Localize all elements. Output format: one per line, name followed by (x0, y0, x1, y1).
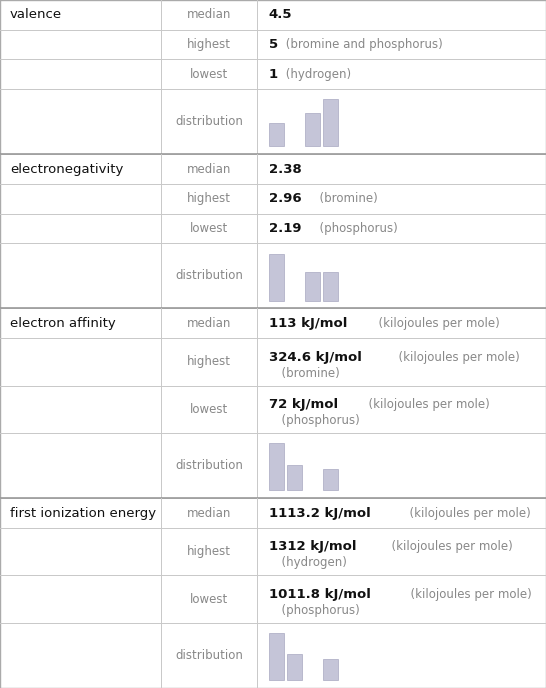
Text: highest: highest (187, 545, 231, 558)
Bar (323, 272, 338, 301)
Text: distribution: distribution (175, 269, 243, 282)
Text: highest: highest (187, 355, 231, 368)
Text: (hydrogen): (hydrogen) (282, 67, 351, 80)
Text: distribution: distribution (175, 649, 243, 662)
Text: 113 kJ/mol: 113 kJ/mol (269, 316, 347, 330)
Text: (hydrogen): (hydrogen) (274, 557, 347, 570)
Text: (bromine): (bromine) (274, 367, 340, 380)
Text: (kilojoules per mole): (kilojoules per mole) (360, 398, 489, 411)
Bar (269, 123, 284, 147)
Text: 1: 1 (269, 67, 278, 80)
Text: electronegativity: electronegativity (10, 162, 123, 175)
Bar (323, 659, 338, 680)
Text: (phosphorus): (phosphorus) (274, 414, 360, 427)
Bar (305, 272, 320, 301)
Text: lowest: lowest (189, 67, 228, 80)
Text: highest: highest (187, 192, 231, 205)
Bar (269, 443, 284, 491)
Text: 5: 5 (269, 38, 278, 51)
Bar (269, 633, 284, 680)
Text: (kilojoules per mole): (kilojoules per mole) (384, 541, 513, 553)
Text: electron affinity: electron affinity (10, 316, 116, 330)
Text: 1011.8 kJ/mol: 1011.8 kJ/mol (269, 588, 371, 601)
Text: 2.38: 2.38 (269, 162, 301, 175)
Bar (323, 99, 338, 147)
Text: 2.19: 2.19 (269, 222, 301, 235)
Text: (kilojoules per mole): (kilojoules per mole) (403, 588, 532, 601)
Text: median: median (187, 316, 231, 330)
Text: (phosphorus): (phosphorus) (274, 604, 360, 617)
Text: (phosphorus): (phosphorus) (312, 222, 398, 235)
Text: 2.96: 2.96 (269, 192, 301, 205)
Text: median: median (187, 8, 231, 21)
Text: lowest: lowest (189, 402, 228, 416)
Text: valence: valence (10, 8, 62, 21)
Text: distribution: distribution (175, 459, 243, 472)
Bar (287, 654, 302, 680)
Text: (kilojoules per mole): (kilojoules per mole) (371, 316, 500, 330)
Bar (323, 469, 338, 491)
Bar (305, 114, 320, 147)
Text: 72 kJ/mol: 72 kJ/mol (269, 398, 338, 411)
Text: 4.5: 4.5 (269, 8, 292, 21)
Text: median: median (187, 162, 231, 175)
Text: 1312 kJ/mol: 1312 kJ/mol (269, 541, 356, 553)
Text: median: median (187, 506, 231, 519)
Bar (287, 464, 302, 491)
Text: (bromine and phosphorus): (bromine and phosphorus) (282, 38, 443, 51)
Bar (269, 254, 284, 301)
Text: lowest: lowest (189, 592, 228, 605)
Text: distribution: distribution (175, 115, 243, 128)
Text: (kilojoules per mole): (kilojoules per mole) (401, 506, 530, 519)
Text: (bromine): (bromine) (312, 192, 378, 205)
Text: 324.6 kJ/mol: 324.6 kJ/mol (269, 351, 361, 364)
Text: (kilojoules per mole): (kilojoules per mole) (391, 351, 520, 364)
Text: 1113.2 kJ/mol: 1113.2 kJ/mol (269, 506, 370, 519)
Text: first ionization energy: first ionization energy (10, 506, 156, 519)
Text: highest: highest (187, 38, 231, 51)
Text: lowest: lowest (189, 222, 228, 235)
